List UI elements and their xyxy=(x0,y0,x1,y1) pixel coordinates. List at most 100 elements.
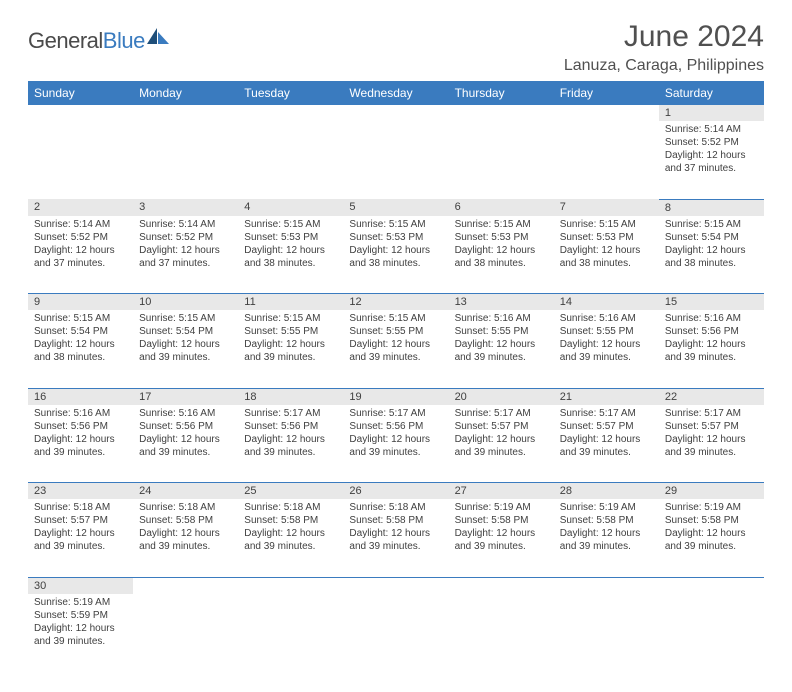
day-cell: Sunrise: 5:16 AMSunset: 5:55 PMDaylight:… xyxy=(554,310,659,388)
day-details: Sunrise: 5:19 AMSunset: 5:58 PMDaylight:… xyxy=(449,499,554,557)
day-details: Sunrise: 5:15 AMSunset: 5:53 PMDaylight:… xyxy=(238,216,343,274)
day-number-cell xyxy=(554,577,659,594)
day-cell: Sunrise: 5:15 AMSunset: 5:54 PMDaylight:… xyxy=(133,310,238,388)
day-details: Sunrise: 5:18 AMSunset: 5:58 PMDaylight:… xyxy=(133,499,238,557)
day-number-cell: 29 xyxy=(659,483,764,500)
day-number-cell: 9 xyxy=(28,294,133,311)
day-cell xyxy=(449,594,554,672)
day-content-row: Sunrise: 5:14 AMSunset: 5:52 PMDaylight:… xyxy=(28,216,764,294)
day-number-cell xyxy=(238,105,343,121)
day-cell: Sunrise: 5:18 AMSunset: 5:58 PMDaylight:… xyxy=(238,499,343,577)
day-details: Sunrise: 5:15 AMSunset: 5:53 PMDaylight:… xyxy=(449,216,554,274)
weekday-header: Tuesday xyxy=(238,81,343,105)
weekday-header: Saturday xyxy=(659,81,764,105)
day-details: Sunrise: 5:18 AMSunset: 5:58 PMDaylight:… xyxy=(343,499,448,557)
day-details: Sunrise: 5:15 AMSunset: 5:53 PMDaylight:… xyxy=(554,216,659,274)
day-cell xyxy=(133,121,238,199)
day-content-row: Sunrise: 5:16 AMSunset: 5:56 PMDaylight:… xyxy=(28,405,764,483)
day-cell: Sunrise: 5:16 AMSunset: 5:56 PMDaylight:… xyxy=(28,405,133,483)
day-number-cell: 14 xyxy=(554,294,659,311)
day-details: Sunrise: 5:15 AMSunset: 5:55 PMDaylight:… xyxy=(238,310,343,368)
day-details: Sunrise: 5:16 AMSunset: 5:56 PMDaylight:… xyxy=(133,405,238,463)
day-number-cell: 21 xyxy=(554,388,659,405)
day-number-cell: 6 xyxy=(449,199,554,216)
day-number-cell xyxy=(133,577,238,594)
day-details: Sunrise: 5:17 AMSunset: 5:56 PMDaylight:… xyxy=(238,405,343,463)
day-number-cell: 28 xyxy=(554,483,659,500)
day-details: Sunrise: 5:16 AMSunset: 5:56 PMDaylight:… xyxy=(659,310,764,368)
day-details: Sunrise: 5:15 AMSunset: 5:54 PMDaylight:… xyxy=(133,310,238,368)
weekday-header-row: SundayMondayTuesdayWednesdayThursdayFrid… xyxy=(28,81,764,105)
daynum-row: 23242526272829 xyxy=(28,483,764,500)
day-cell: Sunrise: 5:16 AMSunset: 5:55 PMDaylight:… xyxy=(449,310,554,388)
day-number-cell xyxy=(554,105,659,121)
day-cell xyxy=(343,121,448,199)
day-number-cell: 25 xyxy=(238,483,343,500)
weekday-header: Monday xyxy=(133,81,238,105)
weekday-header: Thursday xyxy=(449,81,554,105)
day-number-cell: 27 xyxy=(449,483,554,500)
day-details: Sunrise: 5:15 AMSunset: 5:55 PMDaylight:… xyxy=(343,310,448,368)
day-details: Sunrise: 5:19 AMSunset: 5:59 PMDaylight:… xyxy=(28,594,133,652)
day-content-row: Sunrise: 5:19 AMSunset: 5:59 PMDaylight:… xyxy=(28,594,764,672)
day-number-cell: 22 xyxy=(659,388,764,405)
day-cell: Sunrise: 5:15 AMSunset: 5:53 PMDaylight:… xyxy=(238,216,343,294)
daynum-row: 16171819202122 xyxy=(28,388,764,405)
day-details: Sunrise: 5:14 AMSunset: 5:52 PMDaylight:… xyxy=(659,121,764,179)
day-content-row: Sunrise: 5:15 AMSunset: 5:54 PMDaylight:… xyxy=(28,310,764,388)
day-details: Sunrise: 5:17 AMSunset: 5:57 PMDaylight:… xyxy=(449,405,554,463)
day-cell: Sunrise: 5:19 AMSunset: 5:58 PMDaylight:… xyxy=(449,499,554,577)
day-details: Sunrise: 5:14 AMSunset: 5:52 PMDaylight:… xyxy=(28,216,133,274)
day-number-cell xyxy=(659,577,764,594)
day-details: Sunrise: 5:19 AMSunset: 5:58 PMDaylight:… xyxy=(659,499,764,557)
day-number-cell xyxy=(343,105,448,121)
day-number-cell: 17 xyxy=(133,388,238,405)
day-details: Sunrise: 5:17 AMSunset: 5:56 PMDaylight:… xyxy=(343,405,448,463)
logo-gray: General xyxy=(28,28,103,53)
day-details: Sunrise: 5:17 AMSunset: 5:57 PMDaylight:… xyxy=(554,405,659,463)
day-cell xyxy=(659,594,764,672)
day-cell xyxy=(343,594,448,672)
day-number-cell: 20 xyxy=(449,388,554,405)
day-cell: Sunrise: 5:15 AMSunset: 5:54 PMDaylight:… xyxy=(28,310,133,388)
day-number-cell: 4 xyxy=(238,199,343,216)
day-number-cell: 11 xyxy=(238,294,343,311)
day-cell: Sunrise: 5:14 AMSunset: 5:52 PMDaylight:… xyxy=(659,121,764,199)
day-details: Sunrise: 5:15 AMSunset: 5:53 PMDaylight:… xyxy=(343,216,448,274)
day-number-cell xyxy=(133,105,238,121)
month-title: June 2024 xyxy=(564,20,764,53)
day-cell: Sunrise: 5:15 AMSunset: 5:55 PMDaylight:… xyxy=(238,310,343,388)
day-content-row: Sunrise: 5:18 AMSunset: 5:57 PMDaylight:… xyxy=(28,499,764,577)
day-cell: Sunrise: 5:17 AMSunset: 5:57 PMDaylight:… xyxy=(659,405,764,483)
day-cell xyxy=(133,594,238,672)
day-number-cell: 30 xyxy=(28,577,133,594)
day-details: Sunrise: 5:14 AMSunset: 5:52 PMDaylight:… xyxy=(133,216,238,274)
day-cell: Sunrise: 5:18 AMSunset: 5:58 PMDaylight:… xyxy=(133,499,238,577)
day-cell: Sunrise: 5:15 AMSunset: 5:53 PMDaylight:… xyxy=(343,216,448,294)
day-cell: Sunrise: 5:14 AMSunset: 5:52 PMDaylight:… xyxy=(28,216,133,294)
daynum-row: 30 xyxy=(28,577,764,594)
location-text: Lanuza, Caraga, Philippines xyxy=(564,57,764,75)
day-details: Sunrise: 5:18 AMSunset: 5:58 PMDaylight:… xyxy=(238,499,343,557)
day-cell: Sunrise: 5:19 AMSunset: 5:59 PMDaylight:… xyxy=(28,594,133,672)
day-details: Sunrise: 5:16 AMSunset: 5:56 PMDaylight:… xyxy=(28,405,133,463)
day-number-cell: 26 xyxy=(343,483,448,500)
day-number-cell: 2 xyxy=(28,199,133,216)
day-cell: Sunrise: 5:19 AMSunset: 5:58 PMDaylight:… xyxy=(554,499,659,577)
day-cell xyxy=(554,121,659,199)
logo-blue: Blue xyxy=(103,28,145,53)
day-cell: Sunrise: 5:17 AMSunset: 5:57 PMDaylight:… xyxy=(554,405,659,483)
day-cell xyxy=(238,121,343,199)
title-block: June 2024 Lanuza, Caraga, Philippines xyxy=(564,20,764,75)
logo: GeneralBlue xyxy=(28,28,169,54)
day-cell xyxy=(28,121,133,199)
day-cell xyxy=(238,594,343,672)
header: GeneralBlue June 2024 Lanuza, Caraga, Ph… xyxy=(28,20,764,75)
day-cell: Sunrise: 5:15 AMSunset: 5:53 PMDaylight:… xyxy=(554,216,659,294)
day-cell: Sunrise: 5:17 AMSunset: 5:57 PMDaylight:… xyxy=(449,405,554,483)
day-cell: Sunrise: 5:15 AMSunset: 5:55 PMDaylight:… xyxy=(343,310,448,388)
day-cell: Sunrise: 5:18 AMSunset: 5:57 PMDaylight:… xyxy=(28,499,133,577)
day-cell: Sunrise: 5:14 AMSunset: 5:52 PMDaylight:… xyxy=(133,216,238,294)
day-number-cell xyxy=(343,577,448,594)
day-cell: Sunrise: 5:15 AMSunset: 5:54 PMDaylight:… xyxy=(659,216,764,294)
